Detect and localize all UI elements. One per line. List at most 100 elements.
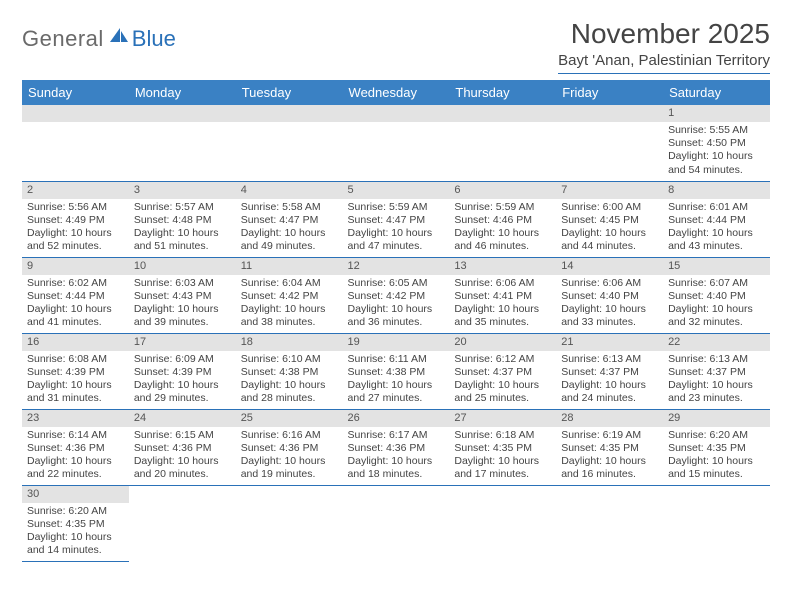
daylight-text: Daylight: 10 hours and 54 minutes. xyxy=(668,150,765,176)
day-cell: 9Sunrise: 6:02 AMSunset: 4:44 PMDaylight… xyxy=(22,257,129,333)
daynum-bar-empty xyxy=(236,105,343,122)
day-cell: 28Sunrise: 6:19 AMSunset: 4:35 PMDayligh… xyxy=(556,409,663,485)
day-cell: 23Sunrise: 6:14 AMSunset: 4:36 PMDayligh… xyxy=(22,409,129,485)
day-details: Sunrise: 6:13 AMSunset: 4:37 PMDaylight:… xyxy=(663,351,770,409)
sunrise-text: Sunrise: 6:14 AM xyxy=(27,429,124,442)
location: Bayt 'Anan, Palestinian Territory xyxy=(558,52,770,69)
daylight-text: Daylight: 10 hours and 24 minutes. xyxy=(561,379,658,405)
day-number: 8 xyxy=(663,182,770,199)
day-cell: 3Sunrise: 5:57 AMSunset: 4:48 PMDaylight… xyxy=(129,181,236,257)
day-cell: 14Sunrise: 6:06 AMSunset: 4:40 PMDayligh… xyxy=(556,257,663,333)
empty-cell xyxy=(129,105,236,181)
day-details: Sunrise: 6:03 AMSunset: 4:43 PMDaylight:… xyxy=(129,275,236,333)
day-details: Sunrise: 6:07 AMSunset: 4:40 PMDaylight:… xyxy=(663,275,770,333)
day-number: 3 xyxy=(129,182,236,199)
sunset-text: Sunset: 4:37 PM xyxy=(561,366,658,379)
empty-cell xyxy=(343,485,450,561)
day-number: 15 xyxy=(663,258,770,275)
day-number: 13 xyxy=(449,258,556,275)
sunset-text: Sunset: 4:40 PM xyxy=(561,290,658,303)
week-row: 9Sunrise: 6:02 AMSunset: 4:44 PMDaylight… xyxy=(22,257,770,333)
daylight-text: Daylight: 10 hours and 29 minutes. xyxy=(134,379,231,405)
sunset-text: Sunset: 4:39 PM xyxy=(134,366,231,379)
day-details: Sunrise: 6:01 AMSunset: 4:44 PMDaylight:… xyxy=(663,199,770,257)
day-details: Sunrise: 6:08 AMSunset: 4:39 PMDaylight:… xyxy=(22,351,129,409)
daylight-text: Daylight: 10 hours and 39 minutes. xyxy=(134,303,231,329)
daylight-text: Daylight: 10 hours and 52 minutes. xyxy=(27,227,124,253)
day-cell: 25Sunrise: 6:16 AMSunset: 4:36 PMDayligh… xyxy=(236,409,343,485)
daylight-text: Daylight: 10 hours and 46 minutes. xyxy=(454,227,551,253)
sunrise-text: Sunrise: 6:17 AM xyxy=(348,429,445,442)
day-cell: 20Sunrise: 6:12 AMSunset: 4:37 PMDayligh… xyxy=(449,333,556,409)
day-details: Sunrise: 6:20 AMSunset: 4:35 PMDaylight:… xyxy=(663,427,770,485)
empty-cell xyxy=(449,485,556,561)
sunrise-text: Sunrise: 5:58 AM xyxy=(241,201,338,214)
logo-text-sub: Blue xyxy=(132,26,176,52)
day-number: 17 xyxy=(129,334,236,351)
day-number: 18 xyxy=(236,334,343,351)
empty-cell xyxy=(129,485,236,561)
week-row: 30Sunrise: 6:20 AMSunset: 4:35 PMDayligh… xyxy=(22,485,770,561)
daylight-text: Daylight: 10 hours and 14 minutes. xyxy=(27,531,124,557)
daylight-text: Daylight: 10 hours and 22 minutes. xyxy=(27,455,124,481)
day-cell: 8Sunrise: 6:01 AMSunset: 4:44 PMDaylight… xyxy=(663,181,770,257)
day-details: Sunrise: 6:04 AMSunset: 4:42 PMDaylight:… xyxy=(236,275,343,333)
sunset-text: Sunset: 4:36 PM xyxy=(27,442,124,455)
day-cell: 11Sunrise: 6:04 AMSunset: 4:42 PMDayligh… xyxy=(236,257,343,333)
daylight-text: Daylight: 10 hours and 44 minutes. xyxy=(561,227,658,253)
empty-cell xyxy=(556,485,663,561)
sunrise-text: Sunrise: 6:05 AM xyxy=(348,277,445,290)
weekday-header: Sunday xyxy=(22,80,129,105)
day-details: Sunrise: 6:16 AMSunset: 4:36 PMDaylight:… xyxy=(236,427,343,485)
day-number: 26 xyxy=(343,410,450,427)
day-cell: 13Sunrise: 6:06 AMSunset: 4:41 PMDayligh… xyxy=(449,257,556,333)
sunrise-text: Sunrise: 6:12 AM xyxy=(454,353,551,366)
empty-cell xyxy=(236,485,343,561)
daylight-text: Daylight: 10 hours and 38 minutes. xyxy=(241,303,338,329)
day-details: Sunrise: 6:06 AMSunset: 4:40 PMDaylight:… xyxy=(556,275,663,333)
sunset-text: Sunset: 4:36 PM xyxy=(134,442,231,455)
day-number: 16 xyxy=(22,334,129,351)
day-number: 10 xyxy=(129,258,236,275)
daylight-text: Daylight: 10 hours and 19 minutes. xyxy=(241,455,338,481)
title-rule xyxy=(558,73,770,74)
sunrise-text: Sunrise: 6:16 AM xyxy=(241,429,338,442)
weekday-header: Wednesday xyxy=(343,80,450,105)
daylight-text: Daylight: 10 hours and 47 minutes. xyxy=(348,227,445,253)
day-details: Sunrise: 6:17 AMSunset: 4:36 PMDaylight:… xyxy=(343,427,450,485)
sunset-text: Sunset: 4:47 PM xyxy=(348,214,445,227)
calendar-table: SundayMondayTuesdayWednesdayThursdayFrid… xyxy=(22,80,770,562)
day-cell: 4Sunrise: 5:58 AMSunset: 4:47 PMDaylight… xyxy=(236,181,343,257)
sunrise-text: Sunrise: 6:01 AM xyxy=(668,201,765,214)
sunrise-text: Sunrise: 5:57 AM xyxy=(134,201,231,214)
sail-icon xyxy=(108,26,130,49)
sunset-text: Sunset: 4:36 PM xyxy=(348,442,445,455)
day-number: 28 xyxy=(556,410,663,427)
day-cell: 2Sunrise: 5:56 AMSunset: 4:49 PMDaylight… xyxy=(22,181,129,257)
weekday-header: Friday xyxy=(556,80,663,105)
daynum-bar-empty xyxy=(343,105,450,122)
day-details: Sunrise: 6:11 AMSunset: 4:38 PMDaylight:… xyxy=(343,351,450,409)
day-details: Sunrise: 6:02 AMSunset: 4:44 PMDaylight:… xyxy=(22,275,129,333)
daylight-text: Daylight: 10 hours and 17 minutes. xyxy=(454,455,551,481)
day-number: 29 xyxy=(663,410,770,427)
weekday-header: Saturday xyxy=(663,80,770,105)
day-details: Sunrise: 6:06 AMSunset: 4:41 PMDaylight:… xyxy=(449,275,556,333)
sunset-text: Sunset: 4:35 PM xyxy=(561,442,658,455)
weekday-header: Thursday xyxy=(449,80,556,105)
daylight-text: Daylight: 10 hours and 28 minutes. xyxy=(241,379,338,405)
daylight-text: Daylight: 10 hours and 16 minutes. xyxy=(561,455,658,481)
empty-cell xyxy=(343,105,450,181)
day-cell: 19Sunrise: 6:11 AMSunset: 4:38 PMDayligh… xyxy=(343,333,450,409)
logo-text-main: General xyxy=(22,26,104,52)
empty-cell xyxy=(236,105,343,181)
day-details: Sunrise: 6:15 AMSunset: 4:36 PMDaylight:… xyxy=(129,427,236,485)
daylight-text: Daylight: 10 hours and 32 minutes. xyxy=(668,303,765,329)
sunrise-text: Sunrise: 6:18 AM xyxy=(454,429,551,442)
daylight-text: Daylight: 10 hours and 36 minutes. xyxy=(348,303,445,329)
day-details: Sunrise: 6:14 AMSunset: 4:36 PMDaylight:… xyxy=(22,427,129,485)
sunrise-text: Sunrise: 5:59 AM xyxy=(454,201,551,214)
day-cell: 30Sunrise: 6:20 AMSunset: 4:35 PMDayligh… xyxy=(22,485,129,561)
sunrise-text: Sunrise: 6:13 AM xyxy=(561,353,658,366)
sunrise-text: Sunrise: 6:02 AM xyxy=(27,277,124,290)
